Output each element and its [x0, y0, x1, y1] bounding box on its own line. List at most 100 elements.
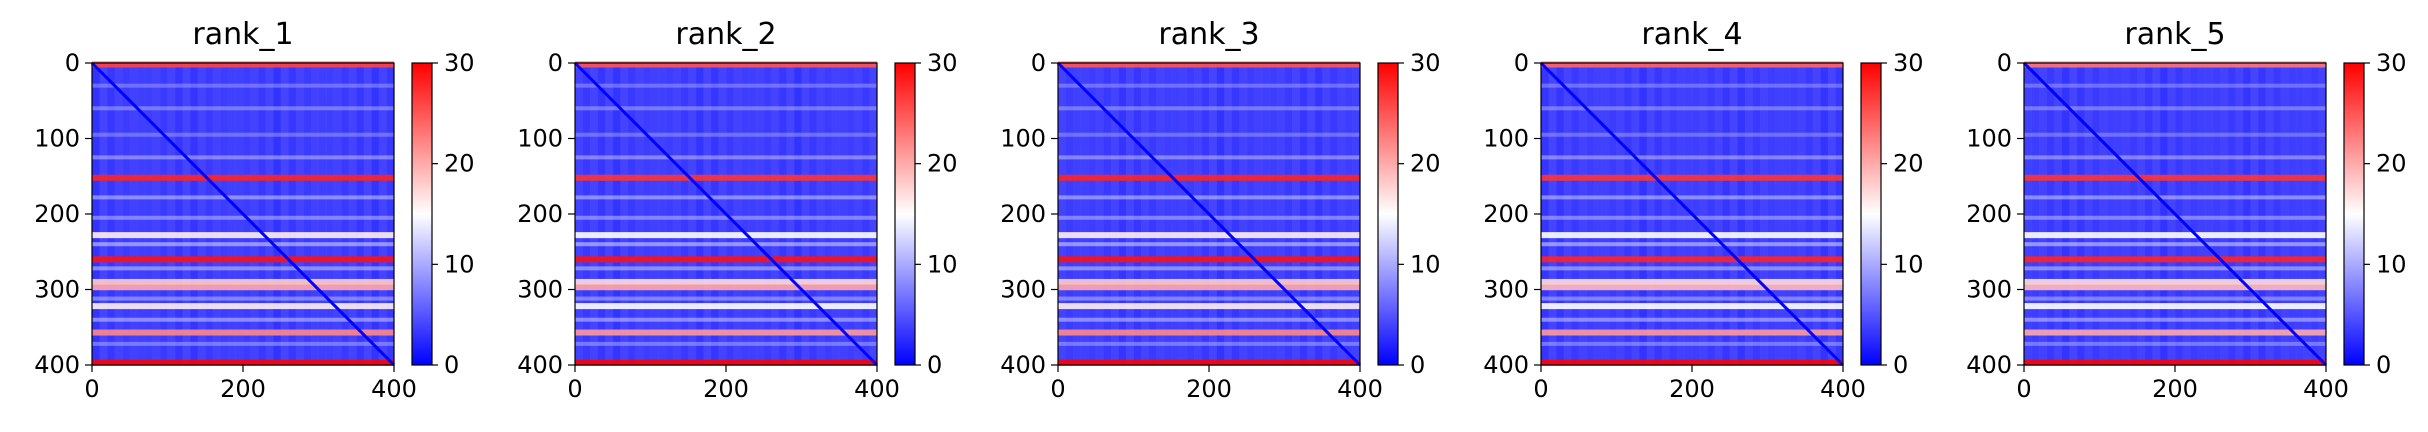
heatmap-column-band	[1065, 63, 1074, 365]
heatmap-row-band	[2024, 256, 2326, 263]
colorbar-tick-label: 20	[1410, 150, 1441, 178]
heatmap-column-band	[1148, 63, 1157, 365]
y-tick-label: 200	[1483, 200, 1529, 228]
heatmap-column-band	[2280, 63, 2289, 365]
heatmap-light-band	[2024, 317, 2326, 322]
y-tick-label: 300	[517, 276, 563, 304]
colorbar-tick-label: 0	[444, 351, 459, 379]
heatmap-column-band	[1722, 63, 1731, 365]
heatmap-column-band	[1646, 63, 1655, 365]
heatmap-column-band	[1307, 63, 1316, 365]
heatmap-column-band	[1827, 63, 1836, 365]
y-tick-label: 0	[548, 49, 563, 77]
colorbar	[2343, 62, 2365, 366]
x-tick-label: 0	[2016, 375, 2031, 403]
heatmap-column-band	[1171, 63, 1180, 365]
heatmap-column-band	[582, 63, 591, 365]
heatmap-column-band	[129, 63, 138, 365]
y-tick-label: 100	[1966, 125, 2012, 153]
heatmap-light-band	[1541, 106, 1843, 111]
heatmap-column-band	[2069, 63, 2078, 365]
heatmap-column-band	[2039, 63, 2048, 365]
heatmap-column-band	[303, 63, 312, 365]
y-tick-label: 0	[1031, 49, 1046, 77]
heatmap-column-band	[318, 63, 327, 365]
y-tick-label: 400	[517, 351, 563, 379]
x-tick-label: 200	[703, 375, 749, 403]
heatmap-column-band	[1080, 63, 1089, 365]
heatmap-row-band	[1541, 284, 1843, 291]
heatmap-column-band	[326, 63, 335, 365]
x-tick-label: 0	[567, 375, 582, 403]
heatmap-row-band	[92, 329, 394, 336]
heatmap-column-band	[114, 63, 123, 365]
heatmap-column-band	[1133, 63, 1142, 365]
heatmap-column-band	[1616, 63, 1625, 365]
heatmap-light-band	[1541, 195, 1843, 200]
heatmap-diagonal	[1539, 61, 1845, 367]
heatmap-light-band	[2024, 296, 2326, 301]
heatmap-column-band	[2190, 63, 2199, 365]
heatmap-column-band	[1209, 63, 1218, 365]
heatmap-row-band	[1541, 232, 1843, 239]
heatmap-row-band	[1058, 359, 1360, 366]
heatmap-column-band	[620, 63, 629, 365]
heatmap-column-band	[2242, 63, 2251, 365]
heatmap-column-band	[1329, 63, 1338, 365]
y-tick-label: 300	[34, 276, 80, 304]
heatmap-row-band	[1541, 278, 1843, 285]
heatmap-column-band	[597, 63, 606, 365]
heatmap-column-band	[665, 63, 674, 365]
heatmap-row-band	[2024, 61, 2326, 68]
heatmap-column-band	[1639, 63, 1648, 365]
heatmap-light-band	[2024, 132, 2326, 137]
colorbar-tick-label: 10	[444, 250, 475, 278]
heatmap-column-band	[122, 63, 131, 365]
heatmap-column-band	[2212, 63, 2221, 365]
y-tick-label: 200	[1000, 200, 1046, 228]
heatmap-light-band	[575, 106, 877, 111]
heatmap-title: rank_4	[1641, 17, 1742, 52]
heatmap-column-band	[1141, 63, 1150, 365]
heatmap-column-band	[726, 63, 735, 365]
heatmap-column-band	[2235, 63, 2244, 365]
heatmap-column-band	[1812, 63, 1821, 365]
y-tick-label: 100	[34, 125, 80, 153]
y-tick-label: 300	[1966, 276, 2012, 304]
heatmap-column-band	[839, 63, 848, 365]
heatmap-column-band	[824, 63, 833, 365]
heatmap-column-band	[1163, 63, 1172, 365]
heatmap-light-band	[575, 242, 877, 247]
heatmap-column-band	[288, 63, 297, 365]
heatmap-column-band	[1284, 63, 1293, 365]
colorbar	[1377, 62, 1399, 366]
heatmap-column-band	[2175, 63, 2184, 365]
heatmap-row-band	[575, 278, 877, 285]
heatmap-column-band	[1156, 63, 1165, 365]
heatmap-column-band	[1344, 63, 1353, 365]
heatmap-column-band	[1231, 63, 1240, 365]
heatmap-column-band	[846, 63, 855, 365]
colorbar-tick-label: 10	[1410, 250, 1441, 278]
y-tick-label: 100	[1483, 125, 1529, 153]
heatmap-column-band	[1073, 63, 1082, 365]
heatmap-column-band	[1654, 63, 1663, 365]
heatmap-light-band	[1058, 83, 1360, 88]
heatmap-row-band	[92, 256, 394, 263]
colorbar-tick-label: 20	[1893, 150, 1924, 178]
heatmap-light-band	[1541, 242, 1843, 247]
x-tick-label: 200	[1669, 375, 1715, 403]
heatmap-light-band	[1058, 155, 1360, 160]
heatmap-column-band	[627, 63, 636, 365]
heatmap-column-band	[801, 63, 810, 365]
heatmap-column-band	[590, 63, 599, 365]
heatmap-column-band	[295, 63, 304, 365]
heatmap-column-band	[310, 63, 319, 365]
heatmap-column-band	[710, 63, 719, 365]
heatmap-column-band	[1276, 63, 1285, 365]
heatmap-column-band	[1548, 63, 1557, 365]
